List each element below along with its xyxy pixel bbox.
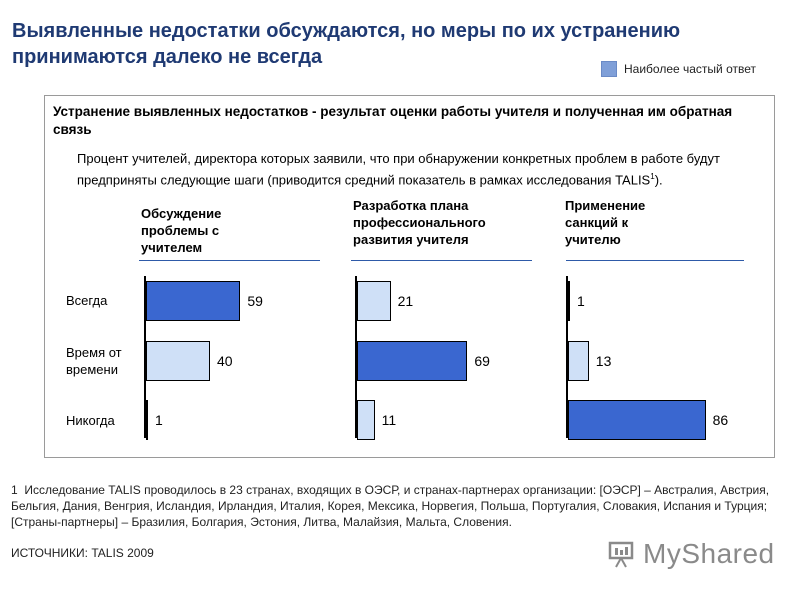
column-header: Разработка плана профессионального разви… bbox=[353, 198, 486, 247]
column-header: Обсуждение проблемы с учителем bbox=[141, 206, 222, 255]
source-note: ИСТОЧНИКИ: TALIS 2009 bbox=[11, 546, 154, 560]
column-header: Применение санкций к учителю bbox=[565, 198, 646, 247]
bar bbox=[146, 400, 148, 440]
data-label: 59 bbox=[247, 293, 263, 309]
slide-title: Выявленные недостатки обсуждаются, но ме… bbox=[12, 20, 681, 68]
column-header-rule bbox=[566, 260, 744, 261]
data-label: 21 bbox=[397, 293, 414, 309]
bar bbox=[357, 400, 375, 440]
data-label: 40 bbox=[217, 353, 233, 369]
bar bbox=[146, 341, 210, 381]
legend-label: Наиболее частый ответ bbox=[624, 62, 757, 76]
bar bbox=[568, 281, 570, 321]
row-label: Никогда bbox=[66, 413, 115, 428]
footnote-marker: 1 bbox=[650, 172, 655, 181]
panel-title: Устранение выявленных недостатков - резу… bbox=[53, 104, 733, 137]
category-axis bbox=[144, 276, 146, 438]
legend: Наиболее частый ответ bbox=[601, 61, 756, 77]
data-label: 1 bbox=[577, 293, 585, 309]
bar bbox=[568, 341, 589, 381]
data-label: 86 bbox=[712, 412, 729, 428]
logo: MyShared bbox=[607, 538, 775, 570]
column-header-rule bbox=[139, 260, 320, 261]
footnote: 1 Исследование TALIS проводилось в 23 ст… bbox=[11, 482, 771, 530]
panel-subtitle-text: Процент учителей, директора которых заяв… bbox=[77, 151, 720, 188]
row-label: Всегда bbox=[66, 293, 108, 308]
category-axis bbox=[355, 276, 357, 438]
panel-subtitle-end: ). bbox=[654, 172, 663, 188]
panel-subtitle: Процент учителей, директора которых заяв… bbox=[77, 150, 772, 189]
data-label: 13 bbox=[595, 353, 612, 369]
bar bbox=[146, 281, 241, 321]
chart-panel bbox=[44, 95, 775, 458]
logo-text: MyShared bbox=[643, 538, 775, 569]
row-label: Время от времени bbox=[66, 345, 122, 377]
data-label: 69 bbox=[474, 353, 490, 369]
data-label: 11 bbox=[381, 412, 397, 428]
bar bbox=[357, 281, 391, 321]
presentation-board-icon bbox=[608, 541, 634, 568]
footnote-number: 1 bbox=[11, 483, 18, 497]
legend-swatch bbox=[601, 61, 617, 77]
bar bbox=[568, 400, 706, 440]
column-header-rule bbox=[351, 260, 532, 261]
bar bbox=[357, 341, 468, 381]
data-label: 1 bbox=[155, 412, 163, 428]
category-axis bbox=[566, 276, 568, 438]
footnote-text: Исследование TALIS проводилось в 23 стра… bbox=[11, 483, 770, 529]
